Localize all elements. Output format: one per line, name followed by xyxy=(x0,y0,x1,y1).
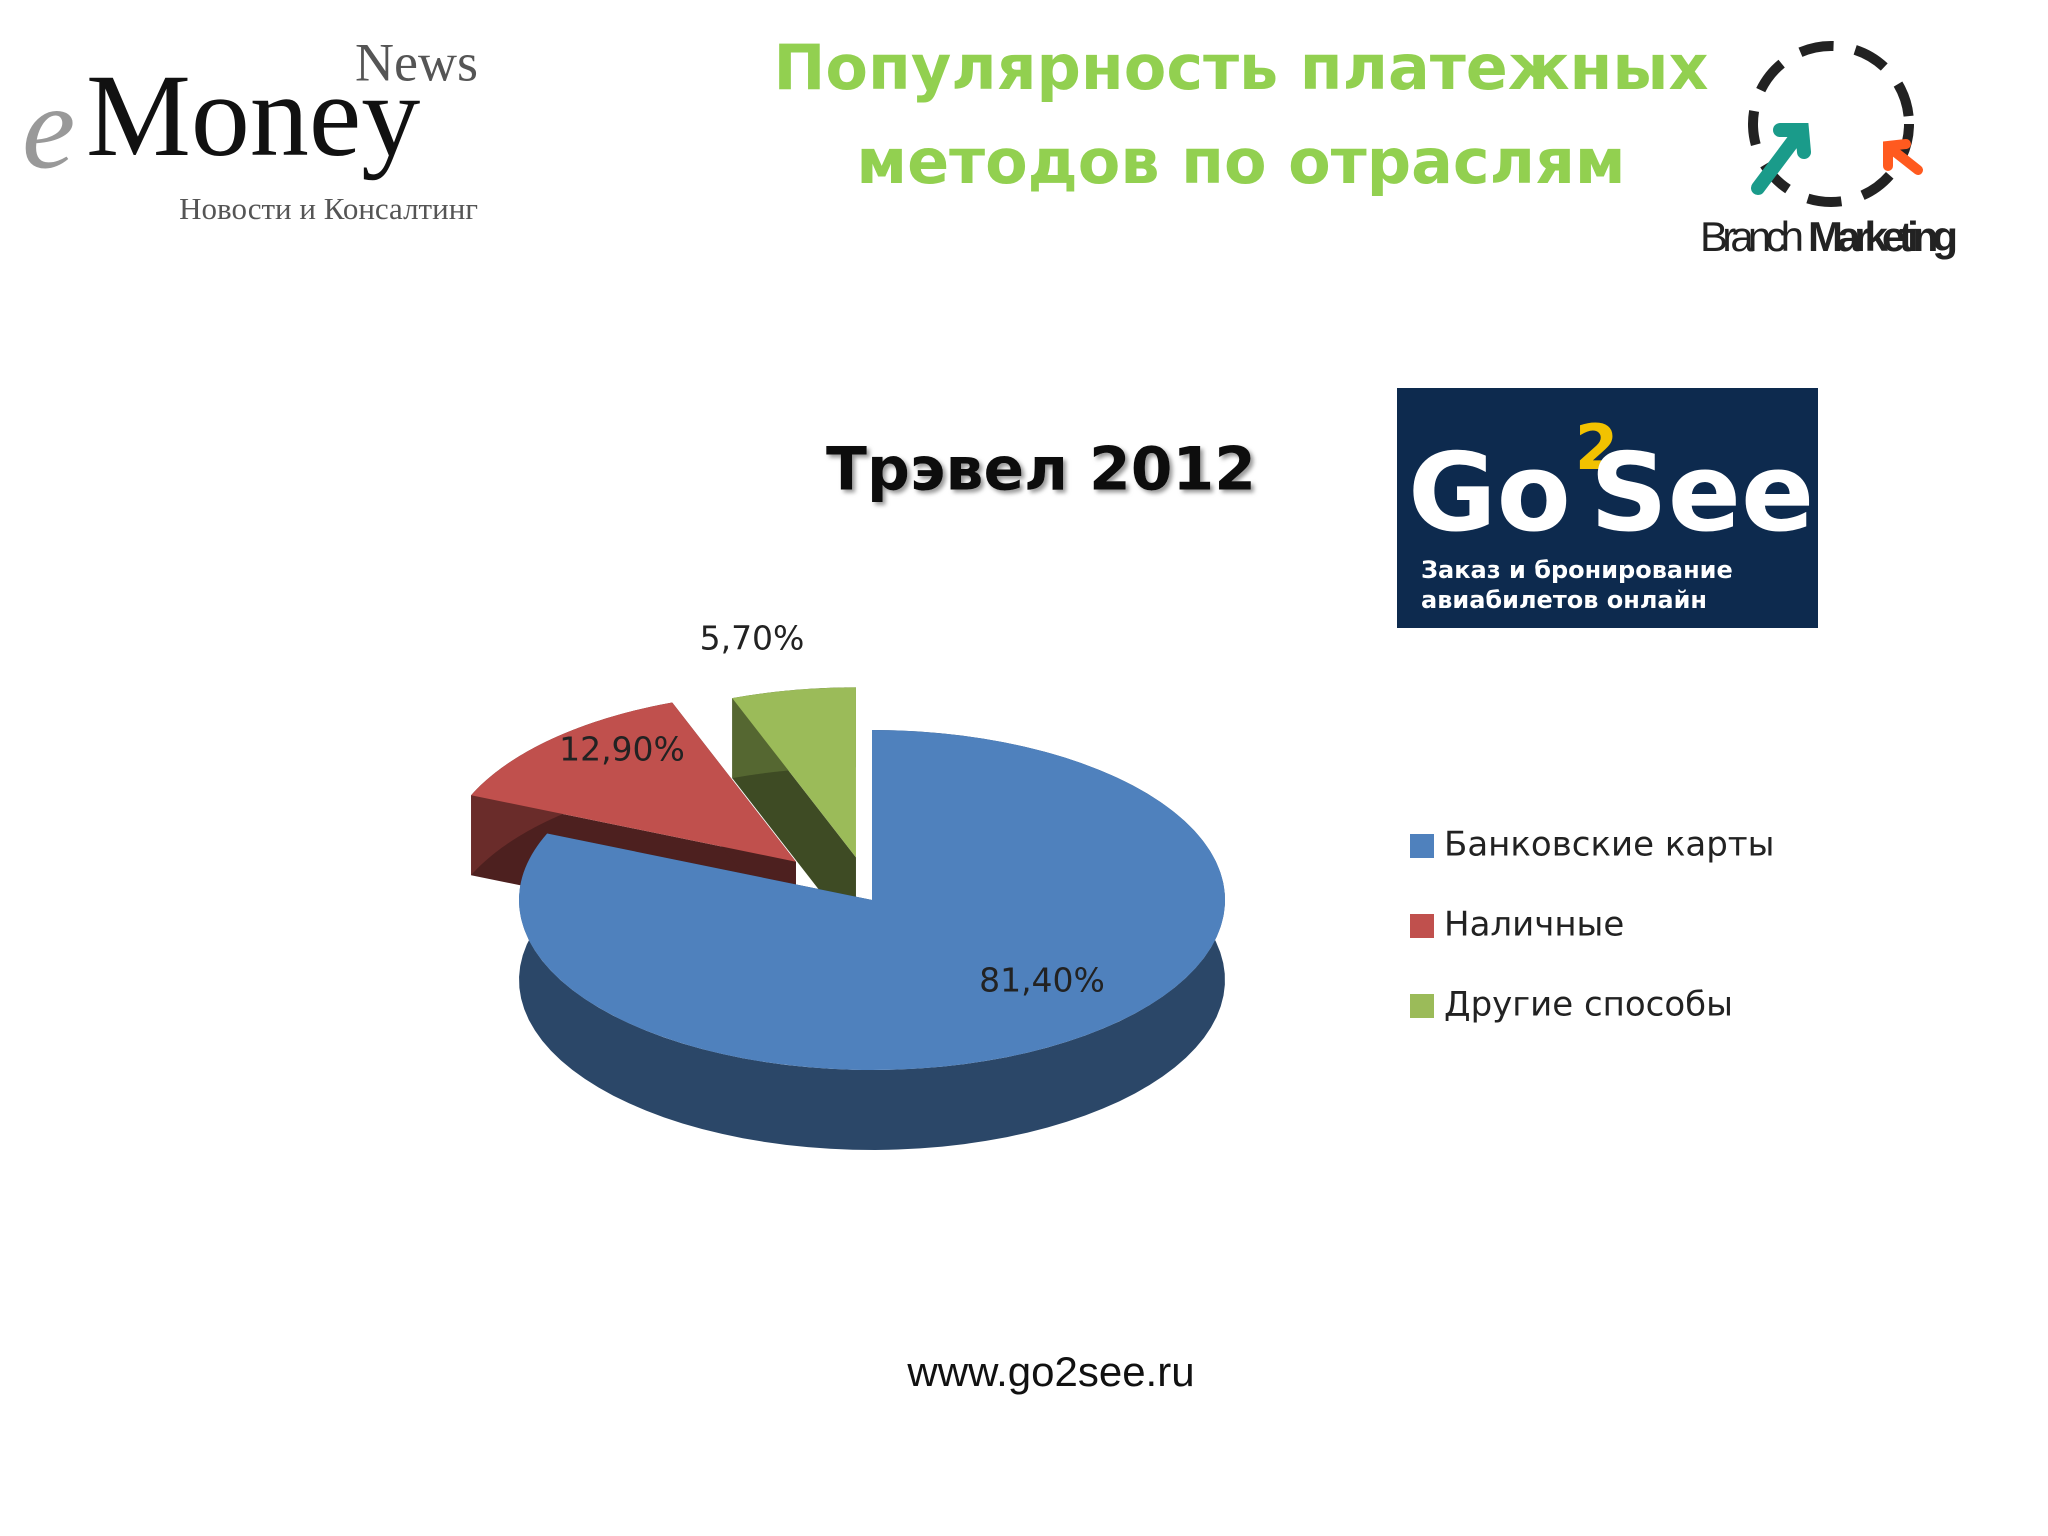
legend-label: Банковские карты xyxy=(1444,825,1774,865)
data-label: 81,40% xyxy=(979,961,1105,1000)
slide-title: методов по отраслям xyxy=(856,125,1625,198)
pie-slice xyxy=(732,687,856,858)
legend-label: Другие способы xyxy=(1444,985,1733,1025)
logo-news: News xyxy=(355,32,478,92)
chart-title: Трэвел 2012 xyxy=(826,435,1256,505)
logo-name: Money xyxy=(86,50,420,181)
legend-label: Наличные xyxy=(1444,905,1624,945)
footer-url: www.go2see.ru xyxy=(906,1348,1194,1395)
go2see-box xyxy=(1397,388,1818,628)
go2see-tagline: Заказ и бронирование xyxy=(1421,556,1733,584)
go2see-see: See xyxy=(1590,431,1814,556)
data-label: 5,70% xyxy=(700,619,805,658)
logo-marketing: Marketing xyxy=(1808,213,1958,260)
logo-circle xyxy=(1748,41,1914,207)
legend: Банковские карты Наличные Другие способы xyxy=(1410,825,1774,1025)
logo-branch: Branch xyxy=(1700,213,1804,260)
pie: 81,40% 12,90% 5,70% xyxy=(471,619,1226,1150)
legend-swatch xyxy=(1410,834,1434,858)
logo-tagline: Новости и Консалтинг xyxy=(179,191,478,226)
logo-prefix: e xyxy=(22,61,75,194)
legend-swatch xyxy=(1410,914,1434,938)
pie-slice xyxy=(518,730,1226,1070)
go2see-two: 2 xyxy=(1575,411,1618,484)
logo-arrow xyxy=(1883,139,1923,175)
data-label: 12,90% xyxy=(559,730,685,769)
slide-title: Популярность платежных xyxy=(774,31,1709,104)
logo-arrow xyxy=(1751,123,1811,195)
pie-slice xyxy=(471,702,796,862)
go2see-tagline: авиабилетов онлайн xyxy=(1421,586,1707,614)
legend-swatch xyxy=(1410,994,1434,1018)
go2see-go: Go xyxy=(1408,431,1571,556)
